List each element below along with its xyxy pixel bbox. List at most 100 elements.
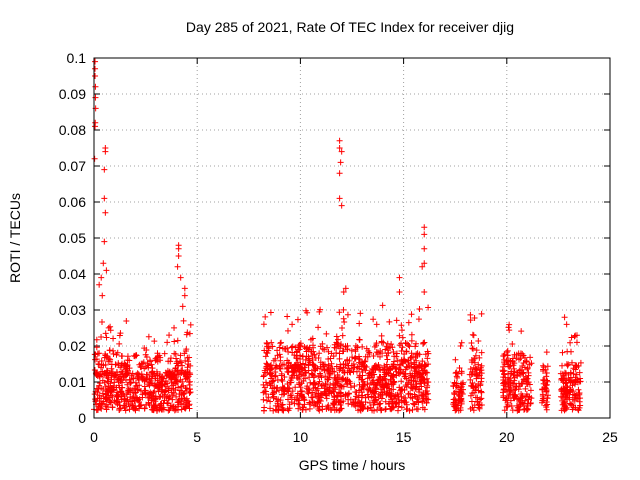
data-point [287,379,294,386]
data-point [164,339,171,346]
data-point [263,397,270,404]
data-point [522,385,529,392]
x-axis-label: GPS time / hours [299,457,406,473]
data-point [185,373,192,380]
data-point [419,358,426,365]
data-point [147,377,154,384]
data-point [412,340,419,347]
data-point [542,385,549,392]
data-point [118,384,125,391]
y-axis-label: ROTI / TECUs [7,193,23,283]
data-point [322,373,329,380]
data-point [412,385,419,392]
data-point [101,166,108,173]
data-point [370,316,377,323]
data-point [467,405,474,412]
data-point [511,380,518,387]
data-point [352,346,359,353]
data-point [307,348,314,355]
data-point [326,371,333,378]
data-point [509,340,516,347]
data-point [296,401,303,408]
data-point [361,362,368,369]
data-point [315,373,322,380]
data-point [103,401,110,408]
data-point [364,381,371,388]
data-point [341,319,348,326]
data-point [150,401,157,408]
data-point [362,394,369,401]
data-point [371,343,378,350]
data-point [171,324,178,331]
data-point [139,391,146,398]
data-point [154,358,161,365]
data-point [305,386,312,393]
data-point [408,331,415,338]
data-point [467,366,474,373]
data-point [378,395,385,402]
data-point [331,375,338,382]
data-point [265,343,272,350]
data-point [382,376,389,383]
data-point [167,355,174,362]
y-tick-label: 0.09 [59,86,86,102]
data-point [104,396,111,403]
data-point [351,364,358,371]
data-point [174,337,181,344]
data-point [124,363,131,370]
data-point [478,388,485,395]
data-point [388,341,395,348]
data-point [356,336,363,343]
data-point [171,350,178,357]
data-point [316,350,323,357]
y-tick-label: 0.01 [59,374,86,390]
data-point [336,309,343,316]
data-point [388,381,395,388]
data-point [519,380,526,387]
data-point [403,375,410,382]
data-point [98,333,105,340]
data-point [421,231,428,238]
data-point [277,354,284,361]
data-point [544,378,551,385]
data-point [333,344,340,351]
data-point [262,353,269,360]
data-point [509,380,516,387]
data-point [543,349,550,356]
data-point [510,394,517,401]
data-point [315,324,322,331]
data-point [289,321,296,328]
data-point [147,358,154,365]
data-point [422,351,429,358]
data-point [387,376,394,383]
data-point [416,362,423,369]
data-point [573,332,580,339]
data-point [297,384,304,391]
data-point [513,351,520,358]
data-point [408,350,415,357]
data-point [99,292,106,299]
data-point [100,386,107,393]
data-point [309,357,316,364]
data-point [407,390,414,397]
data-point [528,395,535,402]
data-point [284,381,291,388]
data-point [176,358,183,365]
data-point [467,311,474,318]
data-point [308,370,315,377]
data-point [389,398,396,405]
data-point [173,360,180,367]
data-point [525,372,532,379]
data-point [142,387,149,394]
data-point [559,349,566,356]
data-point [296,381,303,388]
data-point [411,391,418,398]
data-point [390,361,397,368]
data-point [260,396,267,403]
data-point [570,370,577,377]
data-point [424,355,431,362]
x-tick-label: 25 [602,429,618,445]
data-point [260,321,267,328]
data-point [284,313,291,320]
data-point [332,386,339,393]
